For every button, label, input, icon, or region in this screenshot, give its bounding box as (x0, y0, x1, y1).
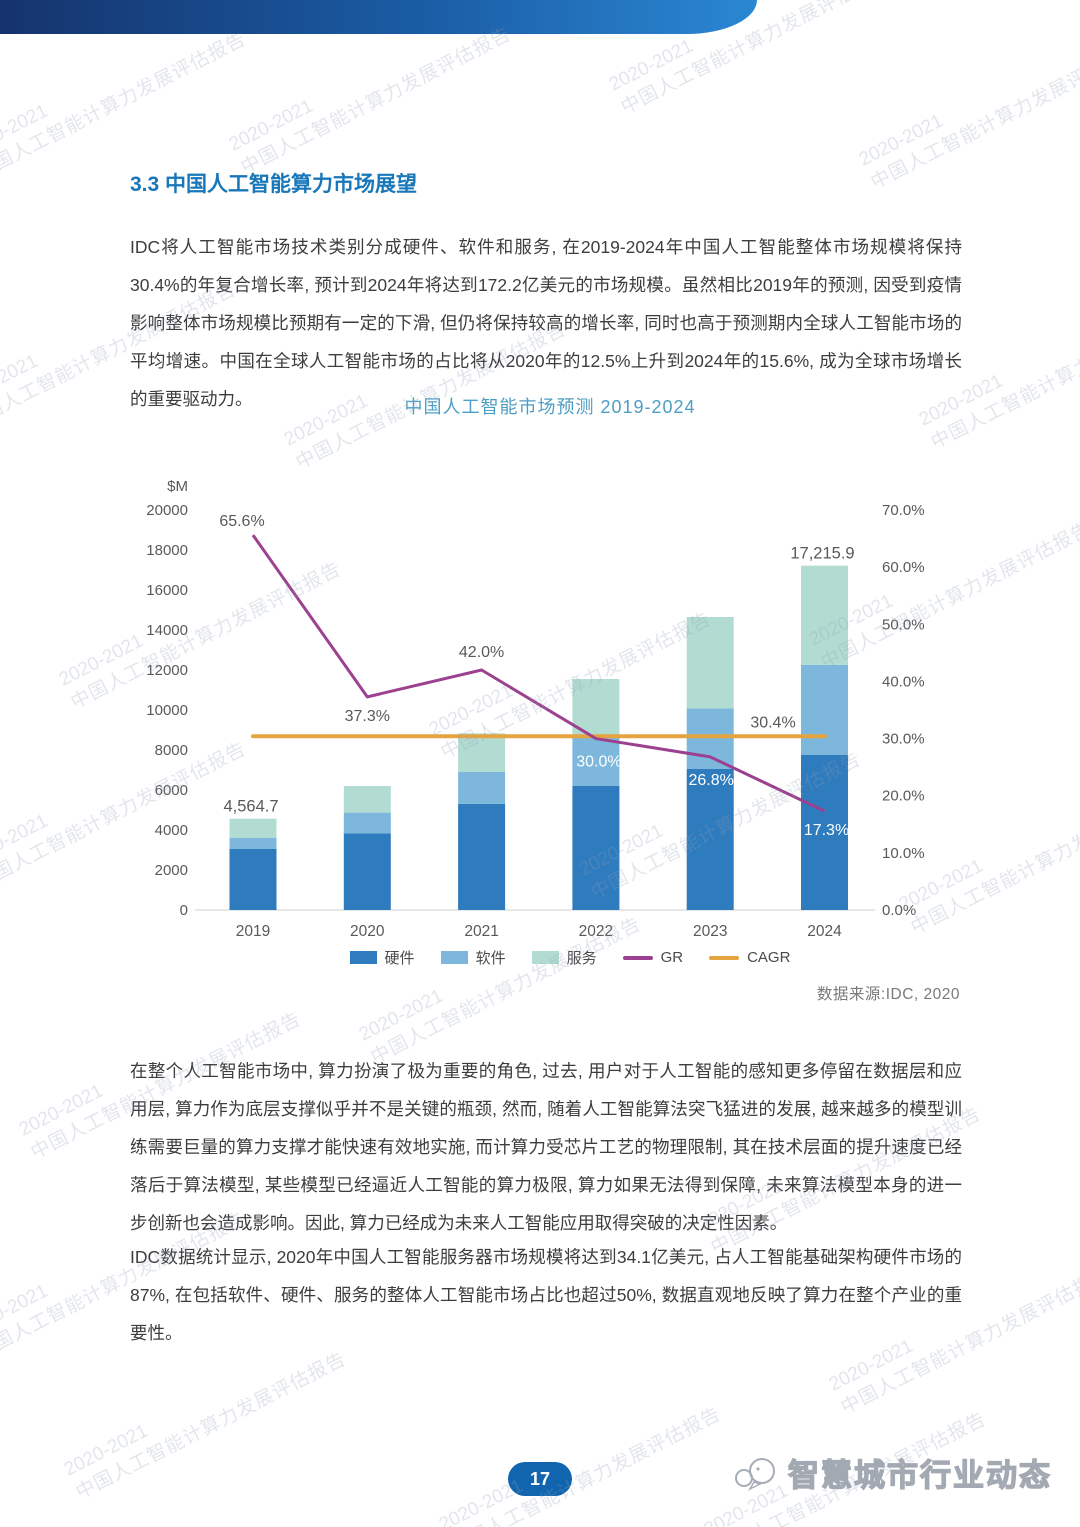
data-source: 数据来源:IDC, 2020 (816, 986, 960, 1003)
chart-legend: 硬件 软件 服务 GR CAGR (180, 947, 960, 968)
watermark-line2: 中国人工智能计算力发展评估报告 (447, 1403, 725, 1527)
legend-item-服务: 服务 (531, 947, 597, 968)
svg-text:26.8%: 26.8% (689, 772, 734, 789)
svg-text:8000: 8000 (155, 742, 188, 759)
svg-text:60.0%: 60.0% (882, 559, 925, 576)
watermark-line1: 2020-2021 (435, 1475, 527, 1527)
legend-item-硬件: 硬件 (349, 947, 415, 968)
svg-text:70.0%: 70.0% (882, 502, 925, 519)
legend-swatch (531, 951, 559, 964)
svg-text:0.0%: 0.0% (882, 902, 916, 919)
paragraph-2: 在整个人工智能市场中, 算力扮演了极为重要的角色, 过去, 用户对于人工智能的感… (130, 1061, 962, 1233)
market-forecast-chart: $M 0 2000 4000 6000 8000 10000 12000 14000 16000 1… (140, 475, 960, 945)
watermark-line2: 中国人工智能计算力发展评估报告 (237, 23, 515, 179)
header-band (0, 0, 757, 34)
svg-text:0: 0 (180, 902, 188, 919)
svg-text:2023: 2023 (693, 923, 727, 940)
svg-text:42.0%: 42.0% (459, 644, 504, 661)
svg-text:30.0%: 30.0% (576, 754, 621, 771)
section-title: 3.3 中国人工智能算力市场展望 (130, 173, 418, 196)
svg-text:$M: $M (167, 478, 188, 495)
svg-text:17,215.9: 17,215.9 (790, 545, 854, 563)
legend-label: 软件 (475, 950, 506, 967)
svg-text:30.4%: 30.4% (750, 714, 795, 731)
legend-label: GR (660, 949, 684, 966)
legend-line-swatch (622, 955, 653, 960)
logo-icon (735, 1457, 775, 1491)
paragraph-3: IDC数据统计显示, 2020年中国人工智能服务器市场规模将达到34.1亿美元,… (130, 1247, 962, 1343)
legend-item-CAGR: CAGR (709, 949, 790, 966)
legend-item-软件: 软件 (440, 947, 506, 968)
legend-line-swatch (709, 955, 740, 960)
svg-text:18000: 18000 (146, 542, 188, 559)
brand-logo: 智慧城市行业动态 (730, 1450, 1052, 1495)
legend-swatch (349, 951, 377, 964)
chart-title: 中国人工智能市场预测 2019-2024 (404, 397, 696, 417)
svg-text:20000: 20000 (146, 502, 188, 519)
svg-text:6000: 6000 (155, 782, 188, 799)
legend-swatch (440, 951, 468, 964)
legend-label: 硬件 (384, 950, 415, 967)
svg-text:4,564.7: 4,564.7 (223, 798, 278, 816)
legend-label: 服务 (566, 950, 597, 967)
svg-text:4000: 4000 (155, 822, 188, 839)
svg-text:14000: 14000 (146, 622, 188, 639)
svg-text:17.3%: 17.3% (804, 822, 849, 839)
svg-text:2022: 2022 (579, 923, 613, 940)
svg-text:40.0%: 40.0% (882, 673, 925, 690)
legend-label: CAGR (747, 949, 791, 966)
watermark-line1: 2020-2021 (855, 110, 947, 171)
svg-text:2021: 2021 (464, 923, 498, 940)
svg-text:65.6%: 65.6% (219, 513, 264, 530)
watermark-text: 2020-2021 中国人工智能计算力发展评估报告 (435, 1379, 726, 1527)
svg-text:37.3%: 37.3% (345, 708, 390, 725)
svg-text:16000: 16000 (146, 582, 188, 599)
svg-text:50.0%: 50.0% (882, 616, 925, 633)
logo-text: 智慧城市行业动态 (787, 1457, 1052, 1493)
svg-text:10000: 10000 (146, 702, 188, 719)
watermark-line2: 中国人工智能计算力发展评估报告 (0, 28, 250, 184)
chart-canvas: $M 0 2000 4000 6000 8000 10000 12000 14000 16000 1… (146, 478, 925, 940)
svg-text:30.0%: 30.0% (882, 731, 925, 748)
watermark-line2: 中国人工智能计算力发展评估报告 (72, 1348, 350, 1504)
svg-text:2024: 2024 (807, 923, 842, 940)
legend-item-GR: GR (622, 949, 684, 966)
svg-text:10.0%: 10.0% (882, 845, 925, 862)
paragraph-1: IDC将人工智能市场技术类别分成硬件、软件和服务, 在2019-2024年中国人… (130, 237, 962, 409)
svg-text:12000: 12000 (146, 662, 188, 679)
svg-text:2019: 2019 (236, 923, 270, 940)
page-number-badge: 17 (508, 1462, 572, 1496)
svg-text:2020: 2020 (350, 923, 385, 940)
svg-text:2000: 2000 (155, 862, 188, 879)
svg-text:20.0%: 20.0% (882, 788, 925, 805)
